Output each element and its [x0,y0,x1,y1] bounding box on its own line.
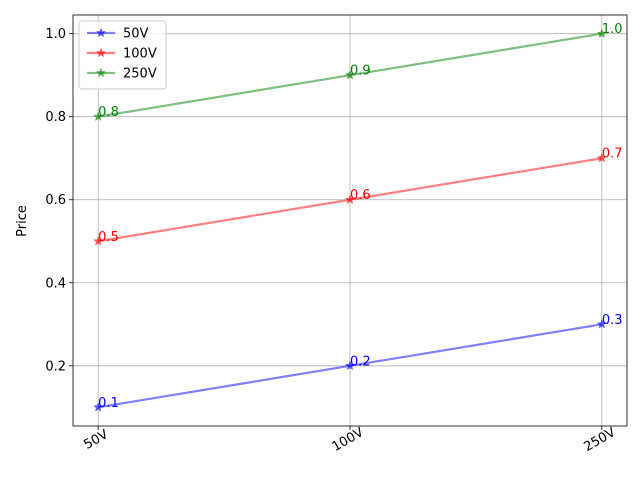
data-point [344,69,356,80]
legend-label: 50V [123,27,149,42]
legend-item-250V[interactable]: 250V [87,67,157,82]
data-label: 0.9 [350,64,371,79]
data-point [596,318,607,329]
data-label: 0.1 [98,396,119,411]
data-point [93,402,104,412]
data-point [93,111,104,122]
series-group [93,28,607,412]
data-label: 0.6 [350,188,371,203]
y-tick-label: 0.2 [45,359,66,374]
legend-label: 100V [123,47,157,62]
legend-item-50V[interactable]: 50V [87,27,149,42]
data-label: 0.8 [98,105,119,120]
legend-marker [95,47,107,58]
data-label: 0.7 [602,147,623,162]
legend-marker [95,67,107,78]
y-tick-label: 0.6 [45,193,66,208]
legend[interactable]: 50V 100V 250V [78,20,167,90]
y-tick-label: 0.4 [45,276,66,291]
y-tick-label: 0.8 [45,110,66,125]
data-label: 0.2 [350,354,371,369]
data-labels: 0.1 0.2 0.3 0.5 0.6 0.7 0.8 0.9 1.0 [98,22,622,411]
data-label: 1.0 [602,22,623,37]
y-tick-label: 1.0 [45,27,66,42]
data-label: 0.5 [98,230,119,245]
data-point [596,28,607,38]
data-point [344,360,356,371]
legend-label: 250V [123,67,157,82]
data-point [93,235,104,246]
data-label: 0.3 [602,313,623,328]
legend-marker [95,27,107,38]
data-point [596,152,607,163]
y-axis-label: Price [15,205,30,237]
data-point [344,194,356,205]
legend-item-100V[interactable]: 100V [87,47,157,62]
